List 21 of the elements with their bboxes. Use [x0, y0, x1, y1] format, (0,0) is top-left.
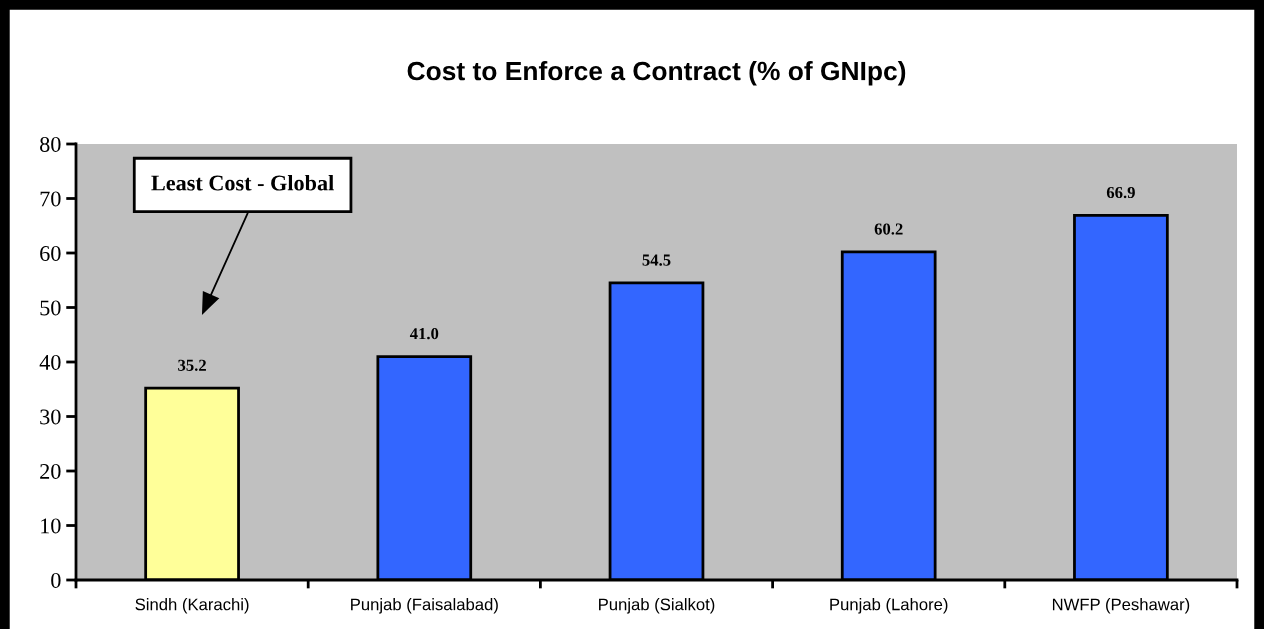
y-tick-label: 0 — [51, 572, 61, 588]
x-tick-label: NWFP (Peshawar) — [1052, 598, 1190, 614]
data-label: 66.9 — [1106, 186, 1135, 199]
y-tick-label: 80 — [40, 136, 61, 152]
data-label: 35.2 — [178, 359, 206, 371]
y-tick-label: 20 — [40, 463, 61, 479]
data-label: 54.5 — [642, 254, 671, 266]
data-label: 60.2 — [874, 223, 903, 235]
x-tick-label: Punjab (Lahore) — [830, 598, 948, 614]
x-tick-label: Punjab (Sialkot) — [599, 598, 715, 614]
y-tick-label: 60 — [40, 245, 61, 261]
y-tick-label: 70 — [40, 191, 61, 207]
y-tick-label: 10 — [41, 518, 61, 534]
chart-title: Cost to Enforce a Contract (% of GNIpc) — [407, 60, 906, 86]
y-tick-label: 40 — [39, 354, 61, 370]
x-tick-label: Punjab (Faisalabad) — [351, 598, 498, 614]
annotation: Least Cost - Global — [151, 174, 334, 191]
data-label: 41.0 — [409, 328, 439, 340]
y-tick-label: 50 — [40, 300, 61, 316]
x-tick-label: Sindh (Karachi) — [135, 598, 249, 614]
y-tick-label: 30 — [40, 409, 61, 425]
